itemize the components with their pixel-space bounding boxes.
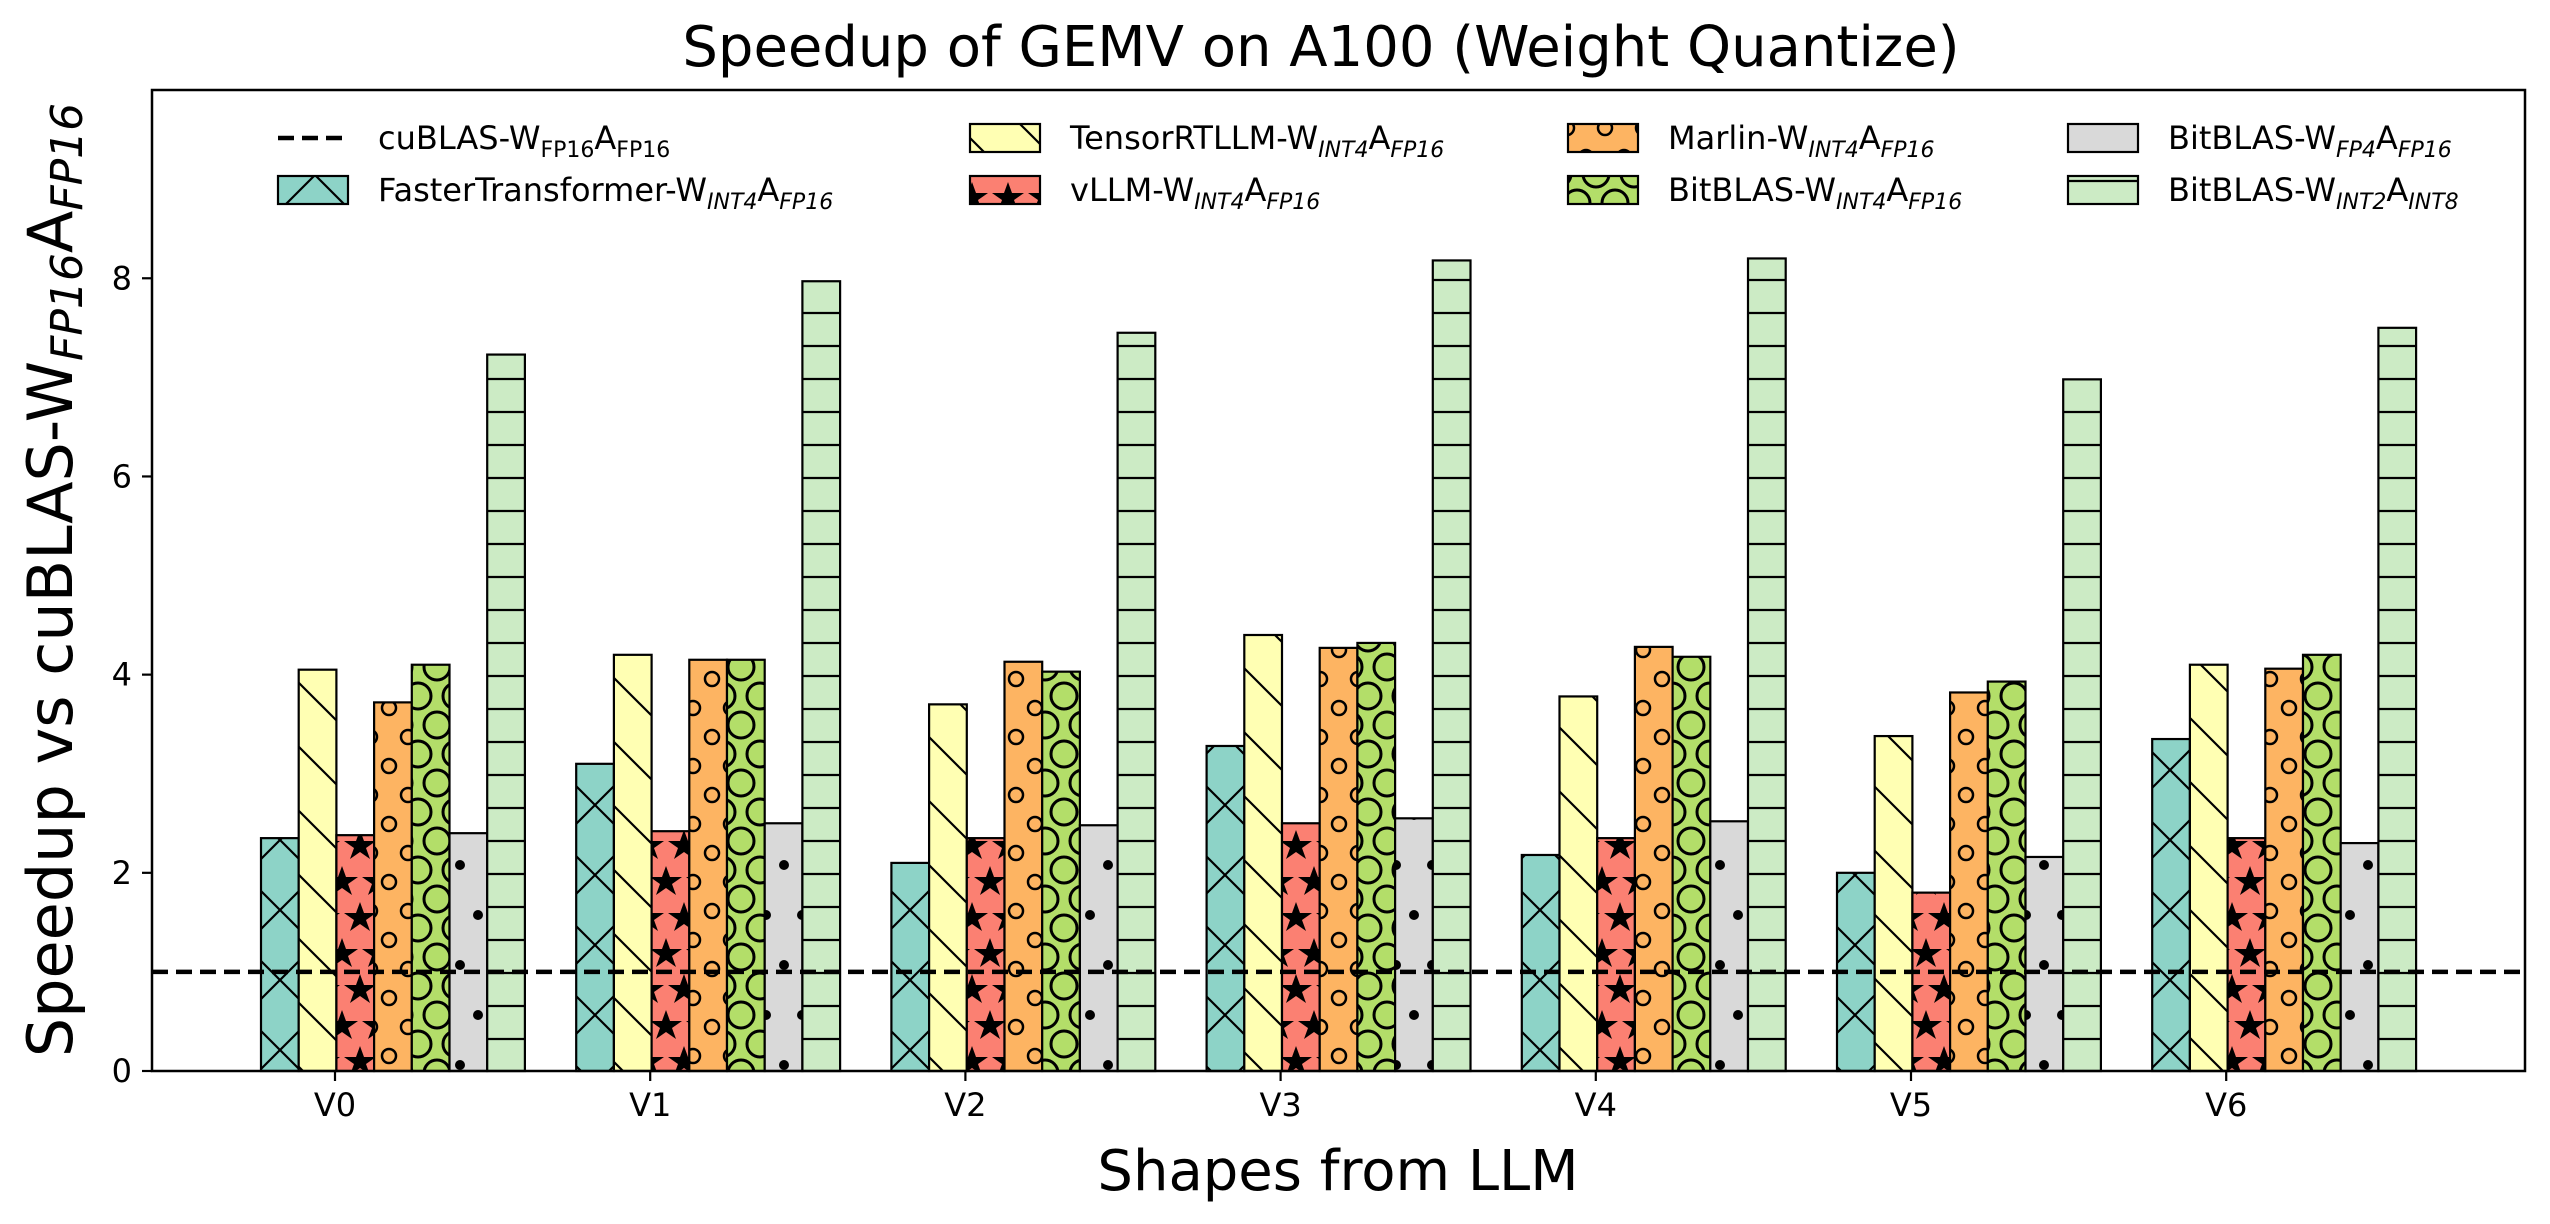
legend-label-5: BitBLAS-WINT4AFP16 <box>1668 171 1962 215</box>
y-tick-label-8: 8 <box>112 259 132 297</box>
bar-group-V3 <box>1205 259 1472 1073</box>
axes-frame <box>150 88 2527 1073</box>
legend-swatch-hatch-5 <box>2066 122 2140 154</box>
bar-V3-series-5-hatch <box>1393 817 1434 1073</box>
bar-group-V6 <box>2151 326 2418 1073</box>
legend-entry-3: vLLM-WINT4AFP16 <box>968 171 1320 215</box>
chart-title: Speedup of GEMV on A100 (Weight Quantize… <box>682 15 1959 80</box>
legend-entry-1: FasterTransformer-WINT4AFP16 <box>276 171 833 215</box>
bar-V4-series-6-hatch <box>1746 257 1787 1073</box>
legend-label-4: Marlin-WINT4AFP16 <box>1668 119 1935 163</box>
bar-V0-series-3-hatch <box>373 701 413 1073</box>
bar-group-V2 <box>890 331 1157 1073</box>
bar-V5-series-2-hatch <box>1911 891 1952 1073</box>
legend-swatch-hatch-4 <box>1566 174 1640 206</box>
bar-V1-series-2-hatch <box>650 830 691 1073</box>
bar-V5-series-6-hatch <box>2062 378 2102 1073</box>
bar-V6-series-5-hatch <box>2339 841 2380 1073</box>
bar-V3-series-3-hatch <box>1318 646 1359 1073</box>
bar-V1-series-6-hatch <box>801 280 842 1073</box>
bar-V2-series-4-hatch <box>1041 670 1081 1073</box>
legend-swatch-hatch-1 <box>968 122 1042 154</box>
bar-group-V0 <box>259 353 527 1073</box>
bar-V3-series-1-hatch <box>1243 633 1284 1073</box>
y-tick-label-0: 0 <box>112 1052 132 1090</box>
bars-layer <box>259 257 2418 1073</box>
bar-V6-series-2-hatch <box>2226 837 2267 1073</box>
legend-entry-7: BitBLAS-WINT2AINT8 <box>2066 171 2459 215</box>
y-tick-label-4: 4 <box>112 656 132 694</box>
y-axis-label: Speedup vs cuBLAS-WFP16AFP16 <box>14 103 93 1057</box>
bar-V4-series-4-hatch <box>1671 655 1712 1073</box>
bar-V0-series-2-hatch <box>335 834 376 1073</box>
x-tick-label-V2: V2 <box>944 1086 986 1124</box>
x-axis-label: Shapes from LLM <box>1097 1139 1578 1204</box>
bar-V6-series-0-hatch <box>2151 737 2191 1073</box>
bar-V0-series-1-hatch <box>297 668 338 1073</box>
y-tick-label-2: 2 <box>112 854 132 892</box>
bar-V5-series-4-hatch <box>1986 680 2027 1073</box>
legend-entry-5: BitBLAS-WINT4AFP16 <box>1566 171 1962 215</box>
bar-V0-series-5-hatch <box>448 832 489 1073</box>
bar-V5-series-5-hatch <box>2024 855 2065 1073</box>
bar-V6-series-3-hatch <box>2264 667 2305 1073</box>
x-tick-label-V4: V4 <box>1575 1086 1617 1124</box>
x-tick-label-V3: V3 <box>1259 1086 1301 1124</box>
x-tick-label-V6: V6 <box>2205 1086 2247 1124</box>
legend: cuBLAS-WFP16AFP16 FasterTransformer-WINT4… <box>276 119 2459 215</box>
bar-V4-series-2-hatch <box>1596 837 1636 1073</box>
bar-V2-series-0-hatch <box>890 861 931 1073</box>
bar-V2-series-3-hatch <box>1003 660 1044 1073</box>
bar-V6-series-4-hatch <box>2301 653 2342 1073</box>
bar-V6-series-1-hatch <box>2188 663 2229 1073</box>
bar-V1-series-0-hatch <box>575 762 616 1073</box>
legend-label-2: TensorRTLLM-WINT4AFP16 <box>1069 119 1444 163</box>
legend-label-0: cuBLAS-WFP16AFP16 <box>378 119 670 163</box>
bar-V1-series-4-hatch <box>725 658 766 1073</box>
legend-entry-6: BitBLAS-WFP4AFP16 <box>2066 119 2452 163</box>
bar-V1-series-5-hatch <box>763 822 804 1073</box>
x-tick-label-V5: V5 <box>1890 1086 1932 1124</box>
bar-V1-series-3-hatch <box>688 658 729 1073</box>
bar-group-V5 <box>1835 378 2102 1073</box>
bar-V0-series-0-hatch <box>259 837 300 1073</box>
bar-V2-series-1-hatch <box>927 703 968 1073</box>
axes-layer: 0 2 4 6 8 V0 V1 V2 V3 V4 V5 V6 <box>112 88 2527 1124</box>
bar-V3-series-4-hatch <box>1356 641 1397 1073</box>
bar-V1-series-1-hatch <box>612 653 653 1073</box>
bar-V2-series-2-hatch <box>965 837 1006 1073</box>
bar-V5-series-1-hatch <box>1873 734 1914 1073</box>
legend-label-7: BitBLAS-WINT2AINT8 <box>2168 171 2459 215</box>
legend-label-1: FasterTransformer-WINT4AFP16 <box>378 171 833 215</box>
bar-V2-series-5-hatch <box>1078 824 1119 1073</box>
y-tick-label-6: 6 <box>112 457 132 495</box>
bar-V0-series-6-hatch <box>486 353 527 1073</box>
bar-V4-series-3-hatch <box>1633 645 1674 1073</box>
bar-V2-series-6-hatch <box>1116 331 1157 1073</box>
bar-V3-series-6-hatch <box>1431 259 1472 1073</box>
legend-swatch-hatch-6 <box>2066 174 2140 206</box>
bar-V6-series-6-hatch <box>2377 326 2418 1073</box>
legend-entry-4: Marlin-WINT4AFP16 <box>1566 119 1935 163</box>
legend-swatch-hatch-0 <box>276 174 350 206</box>
bar-V3-series-0-hatch <box>1205 744 1246 1073</box>
legend-label-3: vLLM-WINT4AFP16 <box>1070 171 1320 215</box>
bar-V5-series-3-hatch <box>1948 691 1989 1073</box>
bar-V4-series-1-hatch <box>1558 695 1599 1073</box>
bar-V0-series-4-hatch <box>410 663 451 1073</box>
bar-V4-series-0-hatch <box>1520 853 1561 1073</box>
bar-group-V4 <box>1520 257 1787 1073</box>
x-tick-label-V1: V1 <box>629 1086 671 1124</box>
legend-label-6: BitBLAS-WFP4AFP16 <box>2168 119 2452 163</box>
bar-V3-series-2-hatch <box>1280 822 1321 1073</box>
legend-swatch-hatch-2 <box>968 174 1042 206</box>
legend-swatch-hatch-3 <box>1566 122 1640 154</box>
bar-group-V1 <box>575 280 842 1073</box>
x-tick-label-V0: V0 <box>314 1086 356 1124</box>
bar-V4-series-5-hatch <box>1709 820 1750 1073</box>
legend-entry-0: cuBLAS-WFP16AFP16 <box>278 119 670 163</box>
legend-entry-2: TensorRTLLM-WINT4AFP16 <box>968 119 1444 163</box>
